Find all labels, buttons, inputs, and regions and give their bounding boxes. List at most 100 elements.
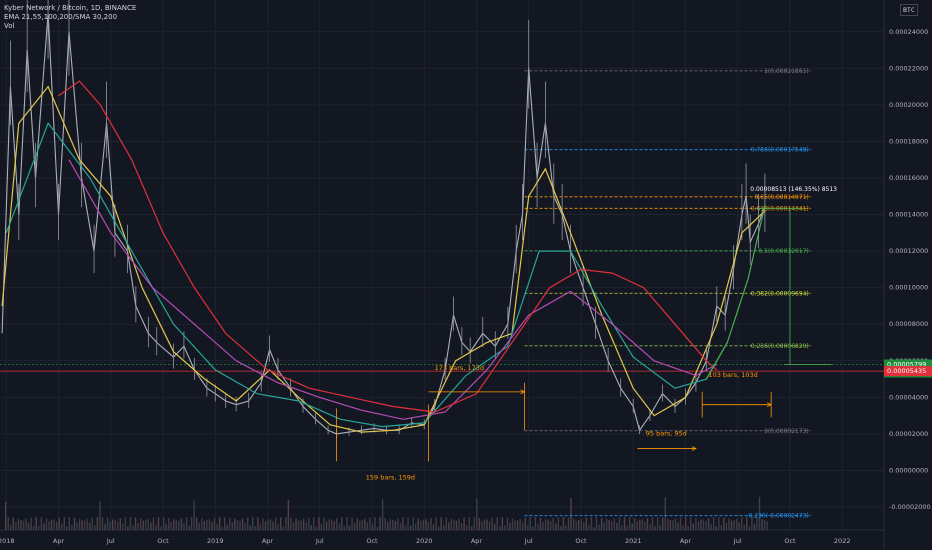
volume-bar xyxy=(124,517,127,530)
fib-level-label: 0.618(0.00014341) xyxy=(751,205,809,212)
volume-bar xyxy=(369,517,371,530)
volume-bar xyxy=(544,519,547,530)
volume-bar xyxy=(616,523,618,530)
volume-bar xyxy=(580,519,582,530)
volume-bar xyxy=(234,518,236,530)
volume-bar xyxy=(165,524,167,530)
volume-bar xyxy=(55,521,58,530)
volume-bar xyxy=(712,517,715,530)
volume-bar xyxy=(733,520,735,530)
volume-bar xyxy=(529,517,532,530)
x-tick-label: Jul xyxy=(315,537,324,545)
volume-bar xyxy=(94,525,96,530)
volume-bar xyxy=(381,499,384,530)
volume-bar xyxy=(427,521,430,530)
volume-bar xyxy=(201,518,203,530)
volume-bar xyxy=(631,523,633,530)
volume-bar xyxy=(379,517,381,530)
volume-bar xyxy=(193,500,195,530)
volume-bar xyxy=(208,519,211,530)
x-tick-label: Oct xyxy=(157,537,169,545)
volume-bar xyxy=(338,523,341,530)
volume-bar xyxy=(519,518,521,530)
volume-bar xyxy=(392,519,394,530)
volume-bar xyxy=(45,518,48,530)
volume-bar xyxy=(295,518,297,530)
volume-bar xyxy=(53,519,55,530)
volume-bar xyxy=(478,518,481,530)
volume-bar xyxy=(412,517,414,530)
volume-bar xyxy=(43,523,45,530)
volume-bar xyxy=(397,518,399,530)
volume-bar xyxy=(35,517,37,530)
volume-bar xyxy=(636,521,638,530)
indicator-legend[interactable]: EMA 21,55,100,200/SMA 30,200 xyxy=(4,13,118,21)
volume-bar xyxy=(236,520,239,530)
moving-average-line xyxy=(58,80,718,413)
volume-bar xyxy=(506,517,509,530)
x-tick-label: Apr xyxy=(262,537,274,545)
volume-bar xyxy=(50,519,53,530)
volume-bar xyxy=(593,526,595,530)
volume-bar xyxy=(618,517,621,530)
volume-bar xyxy=(175,519,178,530)
volume-bar xyxy=(310,524,312,530)
y-tick-label: 0.00008000 xyxy=(889,320,928,328)
volume-bar xyxy=(190,517,193,530)
volume-bar xyxy=(420,521,422,530)
volume-bar xyxy=(173,519,175,530)
volume-bar xyxy=(376,526,379,530)
symbol-title[interactable]: Kyber Network / Bitcoin, 1D, BINANCE xyxy=(4,4,137,12)
volume-bar xyxy=(715,526,717,530)
volume-bar xyxy=(702,519,705,530)
volume-bar xyxy=(361,520,363,530)
volume-bar xyxy=(333,521,335,530)
price-label: 0.00005435 xyxy=(887,367,926,375)
volume-bar xyxy=(723,517,725,530)
volume-bar xyxy=(364,518,366,530)
volume-bar xyxy=(308,517,310,530)
volume-bar xyxy=(259,523,262,530)
volume-bar xyxy=(695,518,697,530)
volume-bar xyxy=(448,522,450,530)
volume-bar xyxy=(725,522,728,530)
x-tick-label: Oct xyxy=(784,537,796,545)
volume-bar xyxy=(409,525,412,530)
volume-bar xyxy=(682,525,684,530)
y-tick-label: 0.00010000 xyxy=(889,284,928,292)
volume-bar xyxy=(272,521,274,530)
y-tick-label: 0.00018000 xyxy=(889,137,928,145)
volume-bar xyxy=(465,525,468,530)
volume-bar xyxy=(155,524,157,530)
fib-level-label: 1(0.00021861) xyxy=(764,68,809,75)
volume-bar xyxy=(218,517,221,530)
volume-bar xyxy=(453,520,455,530)
volume-bar xyxy=(560,525,562,530)
y-tick-label: -0.00002000 xyxy=(889,503,931,511)
currency-badge[interactable]: BTC xyxy=(900,4,918,16)
price-label: 0.00005799 xyxy=(887,360,926,368)
volume-bar xyxy=(358,520,361,530)
volume-bar xyxy=(430,517,432,530)
volume-bar xyxy=(697,521,700,530)
y-tick-label: 0.00024000 xyxy=(889,28,928,36)
volume-bar xyxy=(83,520,86,530)
volume-legend[interactable]: Vol xyxy=(4,22,15,30)
volume-bar xyxy=(7,517,9,530)
volume-bar xyxy=(71,524,73,530)
volume-bar xyxy=(313,517,315,530)
volume-bar xyxy=(325,521,328,530)
volume-bar xyxy=(99,501,101,530)
volume-bar xyxy=(111,519,114,530)
volume-bar xyxy=(514,520,516,530)
volume-bar xyxy=(476,498,478,530)
volume-bar xyxy=(748,526,751,530)
volume-bar xyxy=(534,517,537,530)
volume-bar xyxy=(119,518,121,530)
volume-bar xyxy=(139,518,142,530)
volume-bar xyxy=(575,520,577,530)
volume-bar xyxy=(662,517,664,530)
volume-bar xyxy=(257,517,259,530)
volume-bar xyxy=(27,523,30,530)
